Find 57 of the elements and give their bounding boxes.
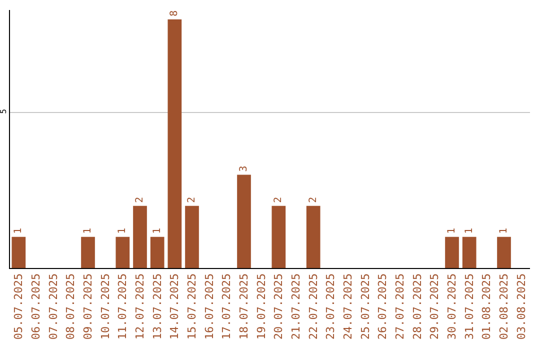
data-label: 8 [169, 10, 180, 16]
y-tick-label: 5 [0, 108, 8, 114]
data-label: 1 [82, 228, 94, 234]
x-tick-label: 01.08.2025 [480, 273, 494, 340]
x-tick-label: 11.07.2025 [116, 273, 130, 340]
data-label: 1 [446, 228, 458, 234]
bar [150, 236, 164, 268]
x-tick-label: 26.07.2025 [376, 273, 390, 340]
bar [462, 236, 476, 268]
bar [133, 206, 147, 268]
x-tick-label: 20.07.2025 [272, 273, 286, 340]
bar [445, 236, 459, 268]
bar [237, 174, 251, 268]
x-tick-label: 22.07.2025 [306, 273, 320, 340]
x-tick-label: 29.07.2025 [428, 273, 442, 340]
bar [168, 19, 182, 268]
x-tick-label: 23.07.2025 [324, 273, 338, 340]
x-tick-label: 16.07.2025 [202, 273, 216, 340]
x-tick-label: 10.07.2025 [98, 273, 112, 340]
x-tick-label: 28.07.2025 [410, 273, 424, 340]
bar [272, 206, 286, 268]
x-tick-label: 18.07.2025 [238, 273, 251, 340]
x-tick-label: 24.07.2025 [342, 273, 355, 340]
bar [185, 206, 199, 268]
x-tick-label: 09.07.2025 [82, 273, 95, 340]
bar [497, 236, 511, 268]
x-tick-label: 19.07.2025 [254, 273, 268, 340]
bar [116, 236, 130, 268]
data-label: 2 [273, 196, 284, 203]
data-label: 1 [152, 228, 163, 234]
x-tick-label: 25.07.2025 [358, 273, 372, 340]
x-tick-label: 27.07.2025 [394, 273, 407, 340]
data-label: 1 [117, 228, 128, 234]
x-tick-label: 30.07.2025 [446, 273, 459, 340]
data-label: 3 [238, 166, 250, 172]
x-tick-label: 07.07.2025 [46, 273, 60, 340]
bar [306, 206, 320, 268]
x-tick-label: 08.07.2025 [64, 273, 78, 340]
x-tick-label: 15.07.2025 [186, 273, 199, 340]
x-tick-label: 05.07.2025 [12, 273, 26, 340]
x-tick-label: 21.07.2025 [290, 273, 303, 340]
x-tick-label: 13.07.2025 [150, 273, 164, 340]
bar [12, 236, 26, 268]
x-tick-label: 17.07.2025 [220, 273, 234, 340]
x-tick-label: 14.07.2025 [168, 273, 182, 340]
x-tick-label: 03.08.2025 [514, 273, 528, 340]
x-tick-label: 31.07.2025 [462, 273, 476, 340]
data-label: 1 [13, 228, 24, 234]
data-label: 1 [464, 228, 475, 234]
x-tick-label: 06.07.2025 [30, 273, 43, 340]
data-label: 1 [498, 228, 510, 234]
x-tick-label: 02.08.2025 [498, 273, 511, 340]
data-label: 2 [134, 196, 146, 203]
bar [81, 236, 95, 268]
x-tick-label: 12.07.2025 [134, 273, 147, 340]
data-label: 2 [308, 196, 319, 203]
data-label: 2 [186, 196, 198, 203]
